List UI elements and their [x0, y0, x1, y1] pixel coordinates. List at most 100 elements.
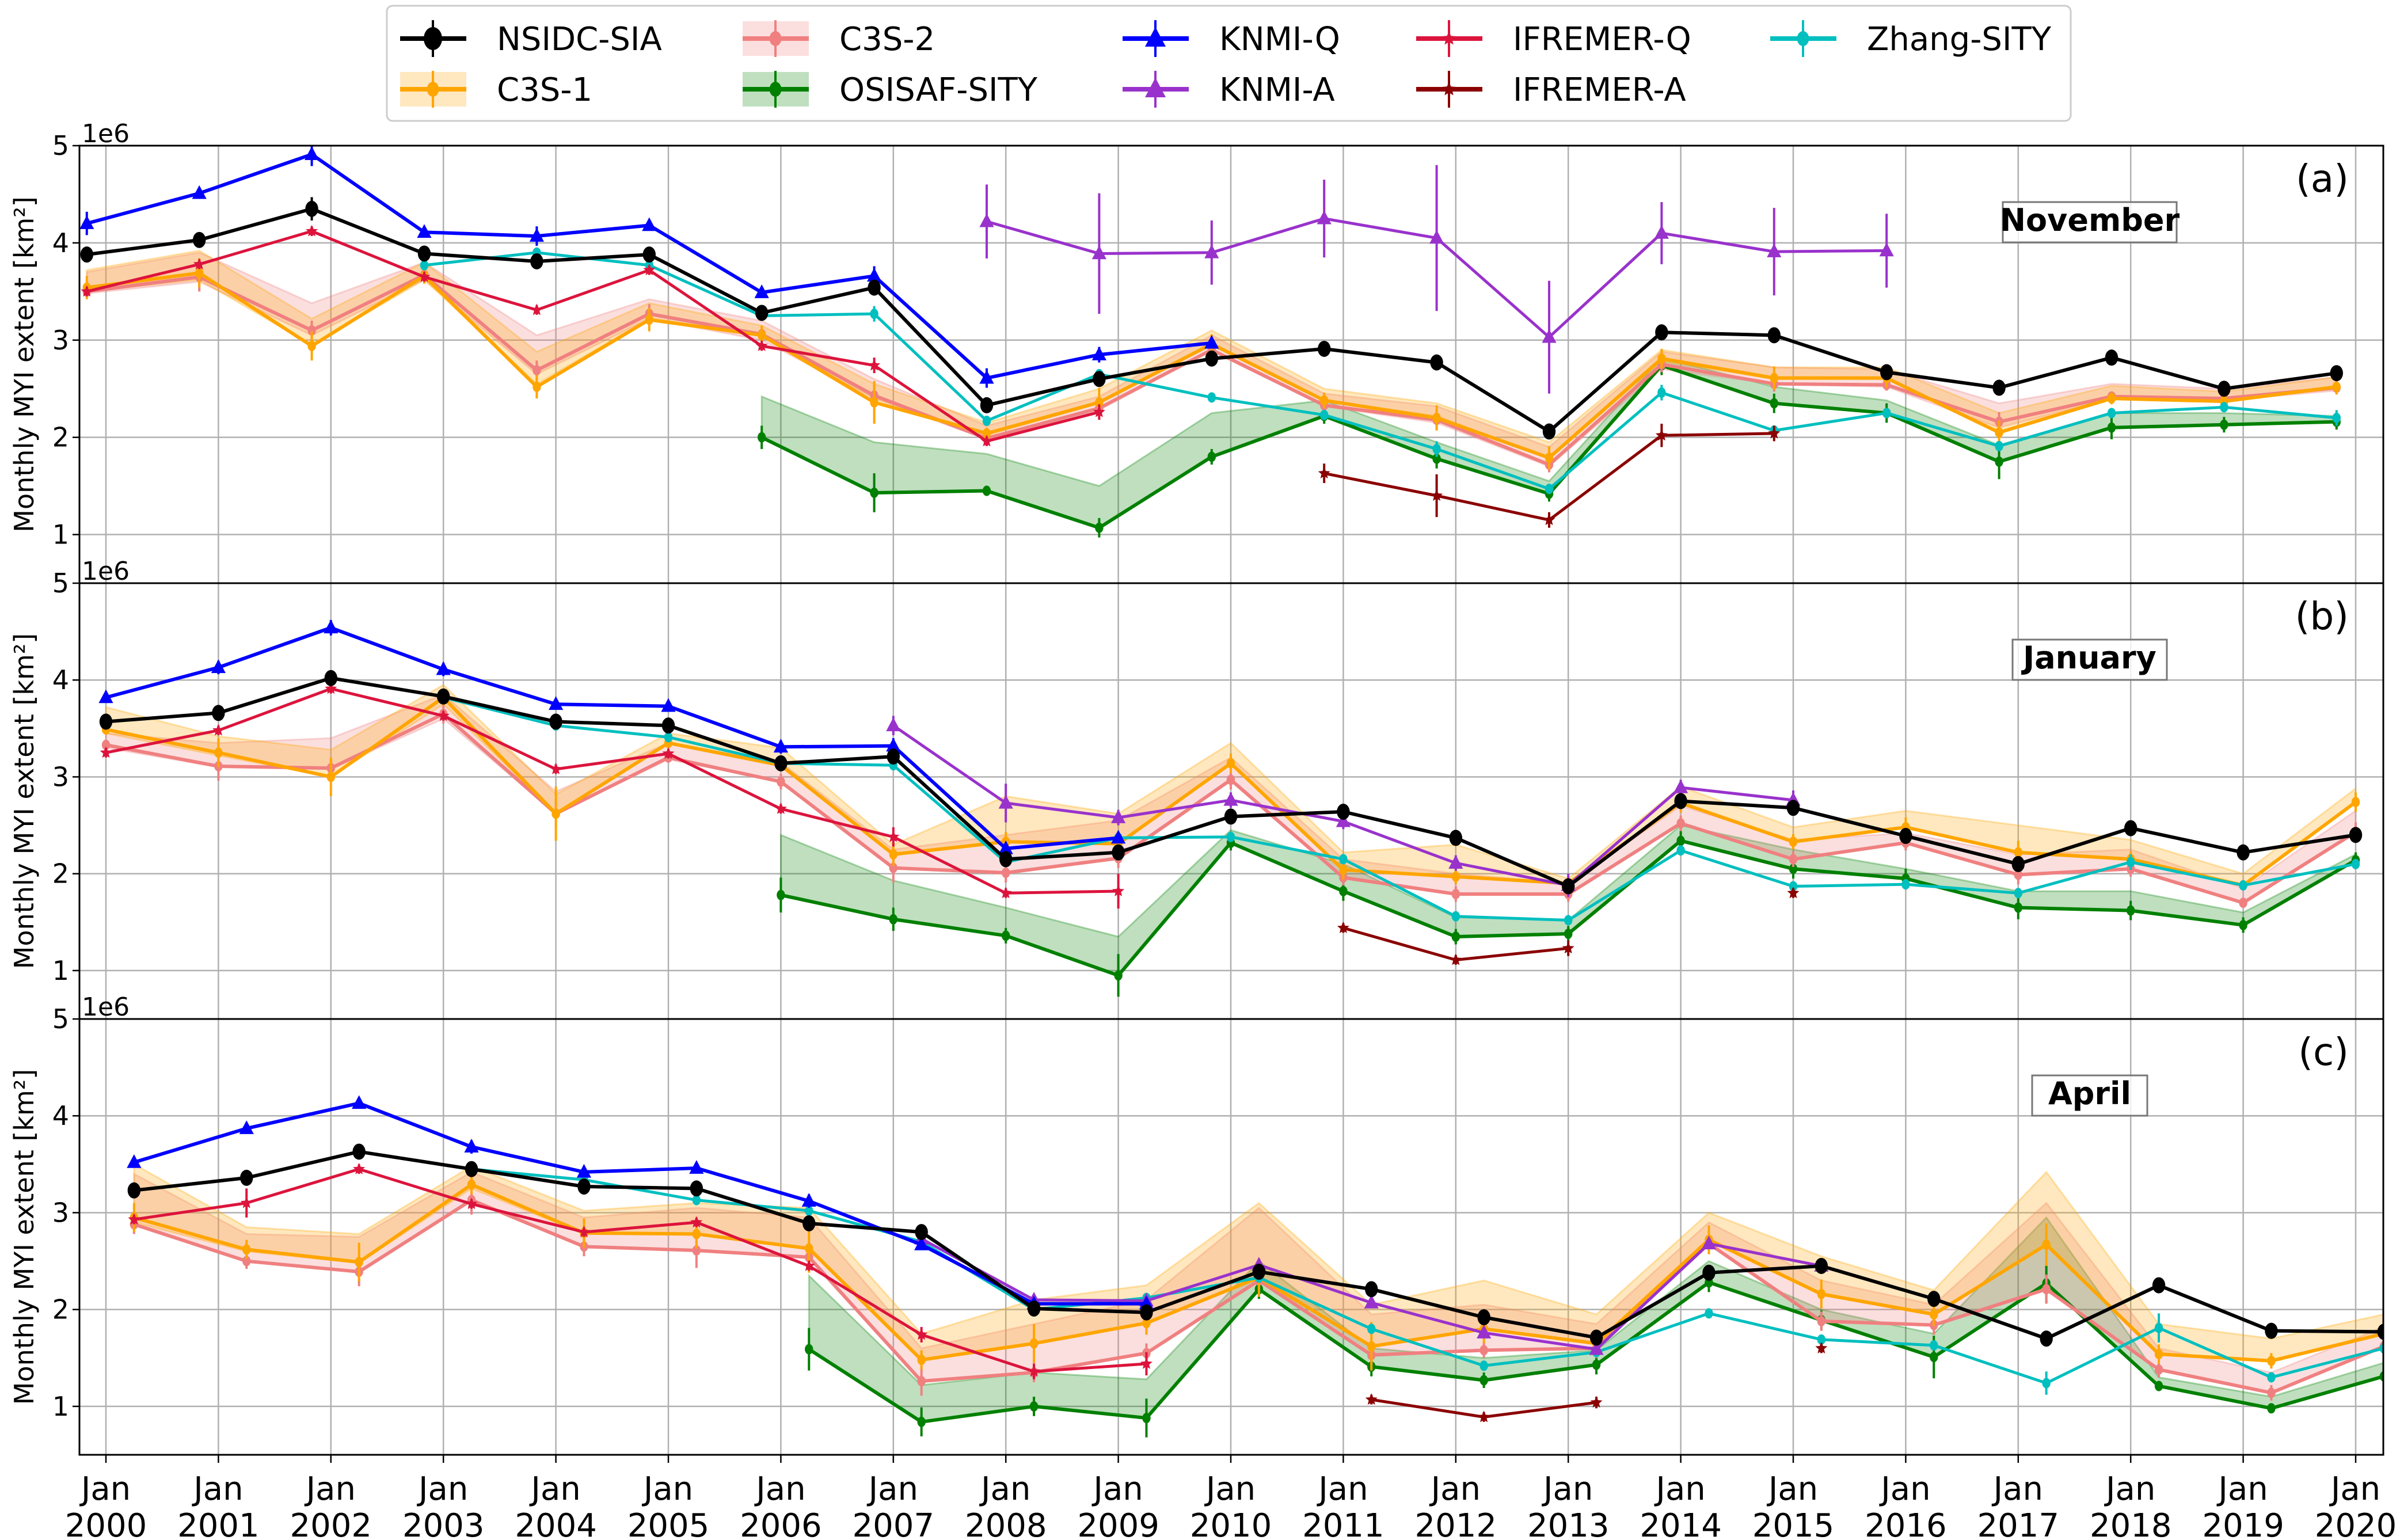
month-label-frame	[2031, 1074, 2148, 1117]
data-point	[1899, 828, 1912, 845]
data-point	[1029, 1401, 1039, 1412]
data-point	[1224, 808, 1238, 825]
x-tick-label-year: 2003	[402, 1507, 485, 1540]
data-point	[1205, 350, 1218, 367]
data-point	[1543, 514, 1555, 526]
data-point	[420, 260, 429, 271]
data-point	[1705, 1308, 1713, 1319]
data-point	[240, 1169, 253, 1186]
data-point	[917, 1355, 926, 1366]
legend-marker	[1145, 27, 1166, 47]
data-point	[1111, 830, 1126, 844]
data-point	[2267, 1372, 2276, 1383]
data-point	[1112, 844, 1125, 861]
data-point	[1339, 885, 1348, 896]
data-point	[1657, 353, 1666, 364]
data-point	[417, 245, 431, 262]
data-point	[2154, 1364, 2163, 1375]
y-offset-label: 1e6	[82, 557, 130, 586]
data-point	[889, 849, 898, 860]
data-point	[645, 314, 653, 325]
data-point	[128, 1213, 140, 1225]
y-tick-label: 3	[52, 1197, 69, 1228]
data-point	[1995, 456, 2003, 467]
data-point	[802, 1215, 816, 1231]
data-point	[1364, 1294, 1379, 1309]
data-point	[549, 713, 562, 730]
legend-label: NSIDC-SIA	[497, 21, 662, 58]
data-point	[306, 225, 318, 237]
series-line	[105, 626, 1119, 850]
data-point	[1451, 911, 1460, 922]
legend-label: KNMI-Q	[1219, 21, 1340, 58]
data-point	[417, 224, 432, 238]
data-point	[2107, 393, 2116, 404]
data-point	[325, 682, 337, 694]
data-point	[886, 717, 901, 732]
data-point	[305, 200, 318, 217]
data-point	[98, 689, 113, 704]
data-point	[1789, 836, 1798, 847]
y-tick-label: 3	[52, 761, 69, 792]
data-point	[1930, 1352, 1938, 1363]
x-tick-label-month: Jan	[1992, 1470, 2043, 1508]
legend-item-c3s1: C3S-1	[400, 71, 592, 109]
data-point	[1589, 1329, 1603, 1346]
data-point	[2349, 827, 2363, 843]
x-tick-label-year: 2016	[1865, 1507, 1947, 1540]
data-point	[101, 739, 111, 750]
data-point	[2332, 381, 2341, 392]
data-point	[2011, 855, 2025, 872]
data-point	[195, 268, 204, 279]
data-point	[2220, 419, 2228, 430]
y-tick-label: 2	[52, 1294, 69, 1325]
data-point	[1140, 1304, 1153, 1321]
data-point	[436, 661, 451, 675]
data-point	[2239, 880, 2247, 891]
x-tick-label-month: Jan	[1542, 1470, 1593, 1508]
data-point	[529, 228, 544, 242]
plot-area	[79, 146, 2343, 538]
x-tick-label-year: 2006	[740, 1507, 822, 1540]
y-tick-label: 1	[52, 955, 69, 986]
data-point	[2154, 1322, 2163, 1333]
data-point	[1140, 1357, 1153, 1369]
data-point	[2351, 797, 2360, 808]
data-point	[1479, 1360, 1488, 1371]
data-point	[1789, 881, 1798, 892]
x-tick-label-month: Jan	[192, 1470, 243, 1508]
data-point	[1542, 423, 1556, 440]
month-label-box: November	[2000, 201, 2180, 244]
data-point	[1701, 1235, 1717, 1250]
data-point	[979, 370, 994, 384]
data-point	[1028, 1365, 1040, 1377]
data-point	[2237, 844, 2250, 861]
data-point	[1002, 867, 1010, 878]
data-point	[982, 415, 991, 426]
data-point	[1432, 412, 1441, 423]
data-point	[1789, 854, 1798, 865]
month-label: January	[2021, 640, 2156, 676]
data-point	[418, 271, 431, 282]
data-point	[1365, 1393, 1378, 1405]
data-point	[1562, 878, 1575, 895]
data-point	[2014, 847, 2022, 858]
data-point	[1367, 1324, 1376, 1334]
data-point	[755, 339, 768, 351]
panel-april: 1 2 3 4 5 1e6 Monthly MYI extent [km²] (c) April	[9, 993, 2384, 1456]
panel-november: 1 2 3 4 5 1e6 Monthly MYI extent [km²] (a) Novem…	[9, 119, 2384, 584]
data-point	[2127, 905, 2135, 916]
data-point	[1367, 1341, 1376, 1352]
legend-marker	[424, 27, 442, 50]
data-point	[1091, 245, 1106, 260]
data-point	[664, 732, 673, 743]
x-tick-label-month: Jan	[1767, 1470, 1818, 1508]
series-line	[105, 687, 1119, 895]
y-tick-label: 5	[52, 568, 69, 599]
data-point	[774, 755, 788, 771]
data-point	[999, 887, 1012, 899]
x-tick-label-year: 2014	[1640, 1507, 1722, 1540]
data-point	[2379, 1343, 2383, 1353]
data-point	[889, 914, 898, 925]
